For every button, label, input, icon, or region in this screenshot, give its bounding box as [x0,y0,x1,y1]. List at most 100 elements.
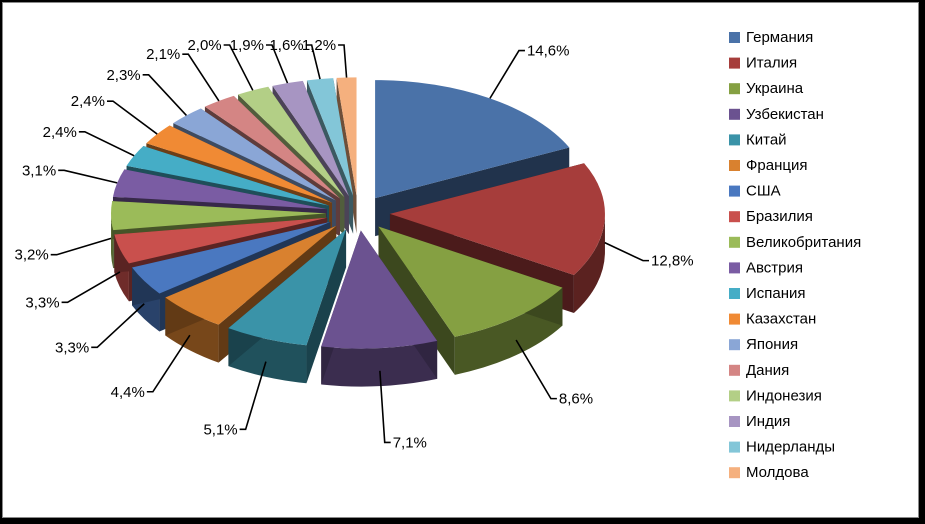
slice-top [306,78,354,196]
legend-label: Великобритания [746,234,861,251]
legend-item-15: Индия [729,413,790,430]
data-label-15: 1,9% [230,37,264,54]
leader-line-15 [265,44,289,84]
legend-swatch [729,185,740,197]
leader-line-6 [91,303,145,349]
legend-item-10: Испания [729,285,806,302]
leader-line-0 [489,49,525,99]
leader-line-14 [223,44,254,91]
data-label-5: 4,4% [111,384,145,401]
legend-label: Бразилия [746,208,813,225]
legend-item-8: Великобритания [729,234,861,251]
legend-item-4: Китай [729,131,787,148]
pie-slice-3 [321,230,438,387]
data-label-3: 7,1% [393,434,427,451]
slice-top [336,77,357,196]
legend-swatch [729,313,740,325]
leader-line-3 [379,370,391,444]
legend-item-12: Япония [729,336,798,353]
legend-label: Италия [746,55,797,72]
legend-label: Китай [746,131,787,148]
legend-label: Франция [746,157,807,174]
legend-swatch [729,364,740,376]
data-label-0: 14,6% [527,43,570,60]
pie-slice-2 [378,226,563,375]
data-label-1: 12,8% [651,253,694,270]
legend-swatch [729,390,740,402]
slice-side [573,213,605,313]
slice-top [228,229,347,346]
slice-top [112,169,327,210]
legend-label: Нидерланды [746,439,835,456]
legend-item-5: Франция [729,157,807,174]
data-label-9: 3,1% [22,162,56,179]
slice-wall [378,226,455,375]
legend-swatch [729,160,740,171]
legend-item-2: Украина [729,80,804,97]
data-label-16: 1,6% [269,37,303,54]
slice-top [146,125,332,203]
data-label-14: 2,0% [187,37,221,54]
leader-line-16 [305,44,321,80]
legend-item-9: Австрия [729,259,803,276]
legend-label: Япония [746,336,798,353]
pie-slice-4 [228,229,347,384]
slice-side [321,340,438,387]
data-label-10: 2,4% [43,124,77,141]
legend-swatch [729,236,740,248]
leader-line-17 [338,44,348,78]
legend: Германия Италия Украина Узбекистан Китай Фран… [729,29,861,481]
legend-swatch [729,262,740,274]
data-label-13: 2,1% [146,46,180,63]
slice-top [132,221,331,294]
leader-line-12 [142,73,187,117]
slice-top [272,80,349,197]
leader-line-8 [50,237,112,256]
legend-label: Индонезия [746,387,822,404]
slice-top [378,226,563,337]
legend-swatch [729,57,740,69]
legend-label: Испания [746,285,806,302]
legend-swatch [729,32,740,43]
slice-side [111,213,114,269]
leader-line-13 [182,53,220,102]
data-label-7: 3,3% [25,294,59,311]
legend-item-17: Молдова [729,464,809,481]
leader-line-5 [146,334,191,393]
data-label-11: 2,4% [71,93,105,110]
legend-label: Дания [746,362,789,379]
data-label-17: 1,2% [302,37,336,54]
slice-top [204,95,340,199]
slice-top [165,225,337,325]
leader-line-1 [604,241,649,262]
legend-item-7: Бразилия [729,208,813,225]
leader-line-10 [78,131,135,157]
legend-swatch [729,108,740,120]
data-label-2: 8,6% [559,391,593,408]
legend-label: Узбекистан [746,106,824,123]
data-label-6: 3,3% [55,339,89,356]
legend-label: Германия [746,29,813,46]
legend-label: Украина [746,80,804,97]
pie-chart: 14,6% 12,8% 8,6% 7,1% 5,1% 4,4% 3,3% 3,3% 3,2% 3,… [15,29,862,481]
legend-swatch [729,441,740,453]
legend-item-13: Дания [729,362,789,379]
slice-top [389,163,605,275]
legend-label: Казахстан [746,311,816,328]
legend-label: Индия [746,413,790,430]
leader-line-9 [58,169,118,184]
legend-item-3: Узбекистан [729,106,824,123]
legend-swatch [729,467,740,479]
chart-frame: 14,6% 12,8% 8,6% 7,1% 5,1% 4,4% 3,3% 3,3% 3,2% 3,… [2,2,919,518]
slices-layer [111,77,605,387]
slice-wall [132,221,331,306]
legend-item-16: Нидерланды [729,439,835,456]
slice-top [111,201,327,231]
legend-item-11: Казахстан [729,311,816,328]
slice-top [238,86,345,198]
legend-label: США [746,183,781,200]
labels-layer: 14,6% 12,8% 8,6% 7,1% 5,1% 4,4% 3,3% 3,3% 3,2% 3,… [15,37,694,451]
legend-swatch [729,211,740,223]
slice-top [126,146,329,206]
leader-line-7 [61,271,121,304]
